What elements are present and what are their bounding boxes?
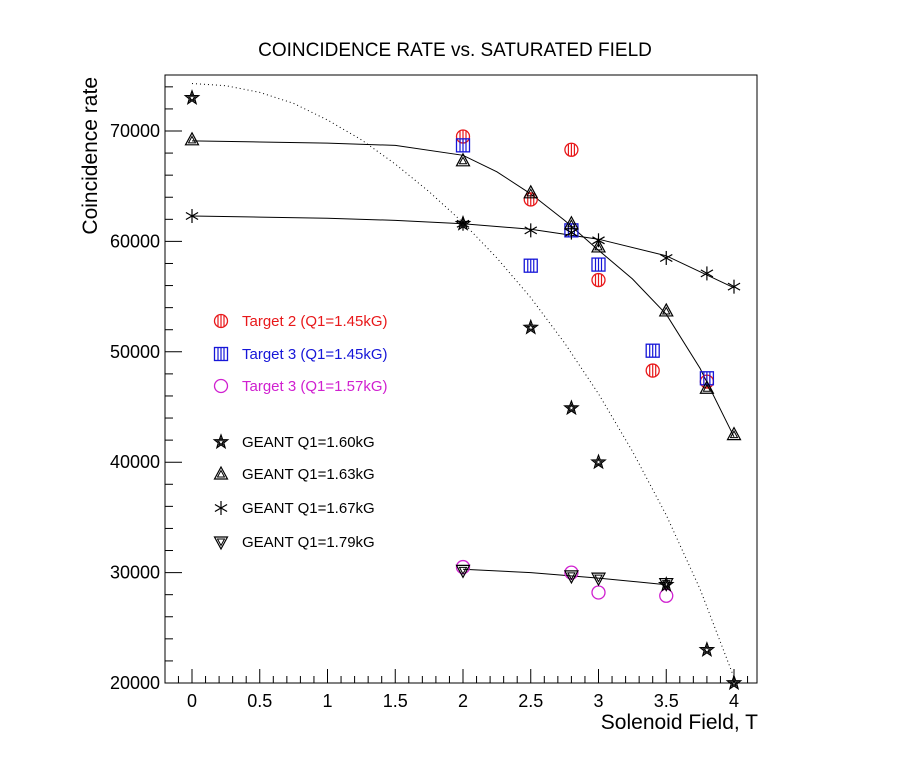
legend-label: Target 2 (Q1=1.45kG) xyxy=(242,313,388,330)
data-point xyxy=(456,216,470,231)
y-tick-label: 70000 xyxy=(110,121,160,141)
data-point xyxy=(699,379,715,394)
legend-label: GEANT Q1=1.79kG xyxy=(242,534,375,551)
data-point xyxy=(184,131,200,146)
x-tick-label: 2.5 xyxy=(518,691,543,711)
data-point xyxy=(659,250,673,265)
y-tick-label: 50000 xyxy=(110,342,160,362)
data-point xyxy=(564,142,579,157)
data-point xyxy=(563,399,580,416)
data-point xyxy=(455,564,471,579)
legend-marker xyxy=(214,501,228,515)
data-point xyxy=(455,138,471,153)
x-tick-label: 0 xyxy=(187,691,197,711)
data-point xyxy=(698,641,716,657)
x-tick-label: 1 xyxy=(322,691,332,711)
y-tick-label: 30000 xyxy=(110,563,160,583)
legend-marker xyxy=(213,536,229,551)
data-point xyxy=(700,266,714,281)
data-point xyxy=(591,585,606,600)
plot-frame xyxy=(164,74,758,684)
data-point xyxy=(592,233,605,248)
data-point xyxy=(645,343,660,358)
x-tick-label: 3.5 xyxy=(654,691,679,711)
x-tick-label: 2 xyxy=(458,691,468,711)
fit-curve xyxy=(462,568,667,586)
data-point xyxy=(523,184,539,199)
data-point xyxy=(565,225,578,240)
chart-title: COINCIDENCE RATE vs. SATURATED FIELD xyxy=(258,40,652,61)
axis-tick-labels: 0 0.5 1 1.5 2 2.5 3 3.5 4 20000 30000 40000 50000 600… xyxy=(110,121,739,711)
x-axis-label: Solenoid Field, T xyxy=(601,711,758,734)
axis-ticks xyxy=(165,86,749,684)
legend-label: GEANT Q1=1.67kG xyxy=(242,500,375,517)
data-point xyxy=(590,572,607,587)
data-point xyxy=(185,209,199,224)
data-point xyxy=(590,453,607,470)
data-point xyxy=(726,426,742,441)
x-tick-label: 3 xyxy=(593,691,603,711)
data-point xyxy=(183,89,201,105)
data-point xyxy=(659,588,674,603)
x-tick-label: 4 xyxy=(729,691,739,711)
data-point xyxy=(563,570,579,585)
data-point xyxy=(658,578,674,592)
data-point xyxy=(522,318,540,335)
legend-label: GEANT Q1=1.60kG xyxy=(242,434,375,451)
legend-marker xyxy=(213,313,229,329)
data-point xyxy=(658,302,674,317)
legend-label: Target 3 (Q1=1.57kG) xyxy=(242,378,388,395)
legend-marker xyxy=(212,433,230,450)
data-points xyxy=(183,89,743,691)
y-axis-label: Coincidence rate xyxy=(79,77,102,235)
legend: Target 2 (Q1=1.45kG) Target 3 (Q1=1.45kG)… xyxy=(212,313,388,551)
legend-marker xyxy=(213,346,229,362)
data-point xyxy=(591,272,606,288)
data-point xyxy=(455,152,471,167)
y-tick-label: 60000 xyxy=(110,231,160,251)
legend-label: GEANT Q1=1.63kG xyxy=(242,466,375,483)
data-point xyxy=(727,279,741,294)
legend-marker xyxy=(213,465,229,480)
data-point xyxy=(645,363,660,378)
legend-marker xyxy=(213,378,229,394)
data-point xyxy=(591,257,606,272)
x-tick-label: 0.5 xyxy=(247,691,272,711)
legend-label: Target 3 (Q1=1.45kG) xyxy=(242,346,388,363)
data-point xyxy=(590,238,607,253)
data-point xyxy=(657,575,675,592)
x-tick-label: 1.5 xyxy=(383,691,408,711)
data-point xyxy=(725,674,743,691)
y-tick-label: 40000 xyxy=(110,452,160,472)
y-tick-label: 20000 xyxy=(110,673,160,693)
data-point xyxy=(524,223,538,238)
data-point xyxy=(523,258,538,273)
